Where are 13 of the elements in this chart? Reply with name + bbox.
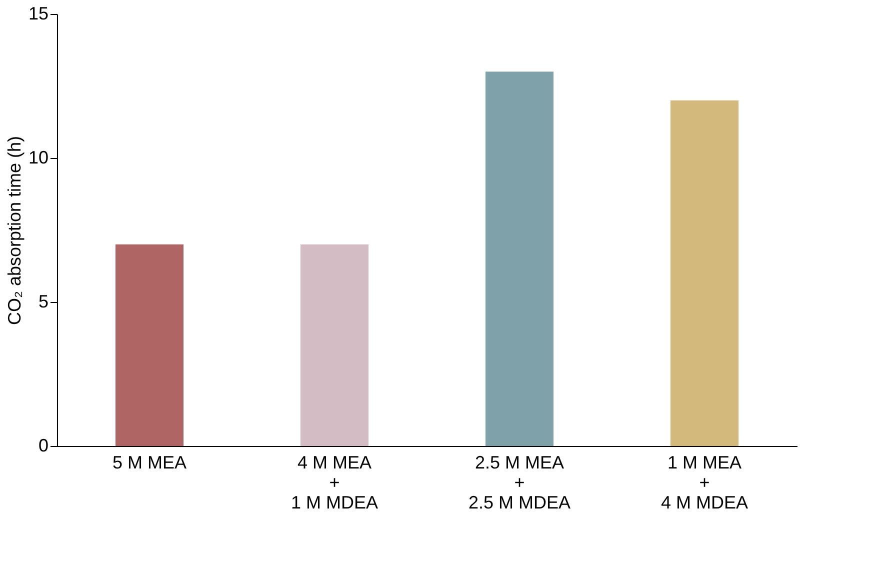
bar: [486, 72, 554, 446]
y-tick-label: 5: [38, 292, 48, 312]
x-tick-label: 2.5 M MEA + 2.5 M MDEA: [468, 452, 571, 512]
x-tick-label: 1 M MEA + 4 M MDEA: [660, 452, 748, 512]
y-axis-title: CO₂ absorption time (h): [4, 136, 24, 326]
x-tick-label: 5 M MEA: [112, 452, 187, 472]
y-tick-label: 0: [38, 436, 48, 456]
y-tick-label: 15: [28, 4, 48, 24]
y-tick-label: 10: [28, 148, 48, 168]
x-tick-label: 4 M MEA + 1 M MDEA: [290, 452, 378, 512]
bar: [116, 244, 184, 446]
bar: [670, 100, 738, 446]
bar: [300, 244, 368, 446]
